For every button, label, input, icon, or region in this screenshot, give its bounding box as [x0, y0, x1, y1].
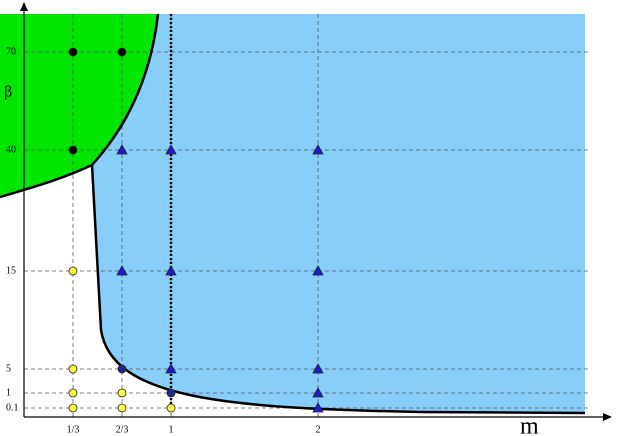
point: [166, 403, 176, 413]
y-tick-label: 1: [6, 387, 11, 398]
point: [166, 388, 176, 398]
point: [312, 363, 324, 374]
x-axis-label: m: [520, 414, 539, 436]
point: [165, 363, 177, 374]
x-tick-label: 1/3: [67, 424, 80, 435]
boundary-blue: [90, 164, 586, 415]
region-blue: [92, 14, 585, 413]
point: [117, 388, 127, 398]
point: [68, 388, 78, 398]
y-tick-label: 15: [6, 265, 16, 276]
y-arrow: [20, 2, 28, 11]
y-tick-label: 40: [6, 144, 16, 155]
x-tick-label: 1: [169, 424, 174, 435]
point: [117, 403, 127, 413]
point: [68, 364, 78, 374]
region-green: [0, 14, 158, 197]
point: [165, 265, 177, 276]
point: [312, 402, 324, 413]
point: [165, 144, 177, 155]
y-tick-label: 5: [6, 363, 11, 374]
x-arrow: [603, 413, 612, 421]
point: [68, 403, 78, 413]
x-tick-label: 2: [316, 424, 321, 435]
point: [68, 266, 78, 276]
point: [116, 265, 128, 276]
point: [312, 144, 324, 155]
y-tick-label: 0.1: [6, 402, 19, 413]
point: [312, 265, 324, 276]
y-tick-label: 70: [6, 46, 16, 57]
point: [117, 47, 127, 57]
point: [312, 387, 324, 398]
point: [68, 47, 78, 57]
point: [117, 364, 127, 374]
point: [68, 145, 78, 155]
point: [116, 144, 128, 155]
boundary-green: [0, 13, 160, 199]
y-axis-label: β: [4, 84, 12, 101]
x-tick-label: 2/3: [116, 424, 129, 435]
